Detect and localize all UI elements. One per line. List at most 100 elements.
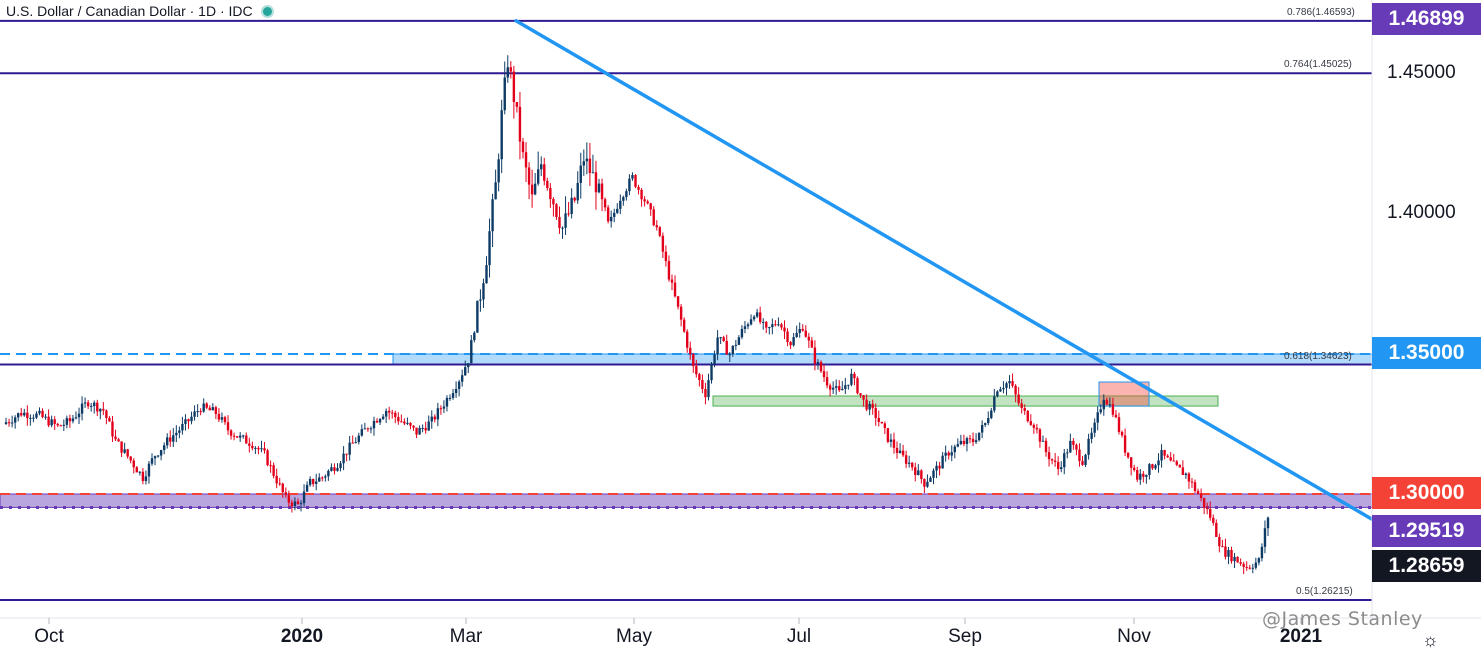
candle-body <box>701 379 704 389</box>
candle-body <box>315 481 318 484</box>
market-status-icon <box>262 6 272 16</box>
candle-body <box>762 321 765 323</box>
zones <box>0 353 1373 508</box>
candle-body <box>1145 474 1148 477</box>
candle-body <box>880 421 884 424</box>
candle-body <box>1227 549 1230 557</box>
candle-body <box>600 183 604 200</box>
candle-body <box>749 319 753 325</box>
candle-body <box>448 397 452 399</box>
candle-body <box>938 465 941 469</box>
candle-body <box>597 183 601 193</box>
candle-body <box>625 191 628 198</box>
candle-body <box>345 453 348 455</box>
candle-body <box>421 427 424 429</box>
candle-body <box>430 416 433 422</box>
candle-body <box>685 331 689 348</box>
x-tick-label: Mar <box>449 626 483 647</box>
candle-body <box>1266 517 1270 529</box>
candle-body <box>1133 467 1136 471</box>
candle-body <box>348 442 351 455</box>
candle-body <box>93 402 96 407</box>
candle-body <box>853 373 856 379</box>
candle-body <box>521 141 525 153</box>
candle-body <box>795 332 798 338</box>
candle-body <box>354 442 357 444</box>
candle-body <box>710 364 713 381</box>
candle-body <box>1251 567 1254 569</box>
candle-body <box>1102 399 1105 410</box>
candle-body <box>387 410 391 413</box>
candle-body <box>74 417 78 419</box>
candle-body <box>692 354 695 367</box>
candle-body <box>10 422 14 424</box>
candle-body <box>786 331 789 343</box>
candle-body <box>1026 410 1029 422</box>
candle-body <box>1078 449 1081 461</box>
candle-body <box>895 447 899 453</box>
candle-body <box>381 416 385 420</box>
candle-body <box>123 449 126 453</box>
candle-body <box>293 501 297 507</box>
candle-body <box>1129 457 1133 468</box>
candle-body <box>366 428 370 430</box>
candle-body <box>789 342 792 346</box>
candle-body <box>485 265 488 284</box>
candle-body <box>56 423 59 426</box>
candle-body <box>768 327 771 329</box>
candle-body <box>698 374 701 380</box>
candle-body <box>464 367 467 376</box>
candle-body <box>1038 429 1042 442</box>
fib-label-1: 0.764(1.45025) <box>1284 59 1352 71</box>
x-tick-label: 2021 <box>1279 626 1323 647</box>
candle-body <box>503 77 506 111</box>
candle-body <box>1148 464 1151 475</box>
candle-body <box>436 408 440 420</box>
gear-icon[interactable]: ☼ <box>1422 630 1439 650</box>
candle-body <box>536 169 540 184</box>
candle-body <box>442 406 446 409</box>
candle-body <box>871 403 874 409</box>
candle-body <box>7 422 11 424</box>
candle-body <box>150 458 154 464</box>
candle-body <box>1005 383 1008 388</box>
candle-body <box>378 419 382 423</box>
candle-body <box>980 424 984 433</box>
candle-body <box>603 199 607 208</box>
candle-body <box>619 200 622 209</box>
candle-body <box>616 208 619 213</box>
candle-body <box>26 412 29 419</box>
trendline[interactable] <box>514 19 1374 521</box>
candle-body <box>1060 467 1063 469</box>
candle-body <box>457 381 461 389</box>
candle-body <box>266 450 269 466</box>
candle-body <box>497 159 500 183</box>
candle-body <box>202 403 205 412</box>
candle-body <box>792 337 795 346</box>
y-tick-label: 1.45000 <box>1387 62 1456 83</box>
candle-body <box>1166 455 1169 458</box>
candle-body <box>1090 432 1093 439</box>
candle-body <box>68 418 72 422</box>
candle-body <box>1263 528 1267 547</box>
candle-body <box>865 399 868 410</box>
candle-body <box>947 452 950 456</box>
candle-body <box>609 216 613 222</box>
candle-body <box>530 184 534 195</box>
candle-body <box>391 412 394 414</box>
candle-body <box>968 438 972 440</box>
candle-body <box>1169 457 1172 461</box>
candle-body <box>65 418 69 425</box>
candle-body <box>305 484 309 492</box>
candle-body <box>755 312 759 317</box>
candle-body <box>1193 482 1197 491</box>
candle-body <box>153 456 157 459</box>
candle-body <box>889 439 893 442</box>
chart-legend: U.S. Dollar / Canadian Dollar · 1D · IDC <box>6 3 272 19</box>
candle-body <box>199 411 202 413</box>
candle-body <box>974 440 978 443</box>
candle-body <box>53 419 56 424</box>
candle-body <box>427 421 430 431</box>
candle-body <box>838 386 841 391</box>
